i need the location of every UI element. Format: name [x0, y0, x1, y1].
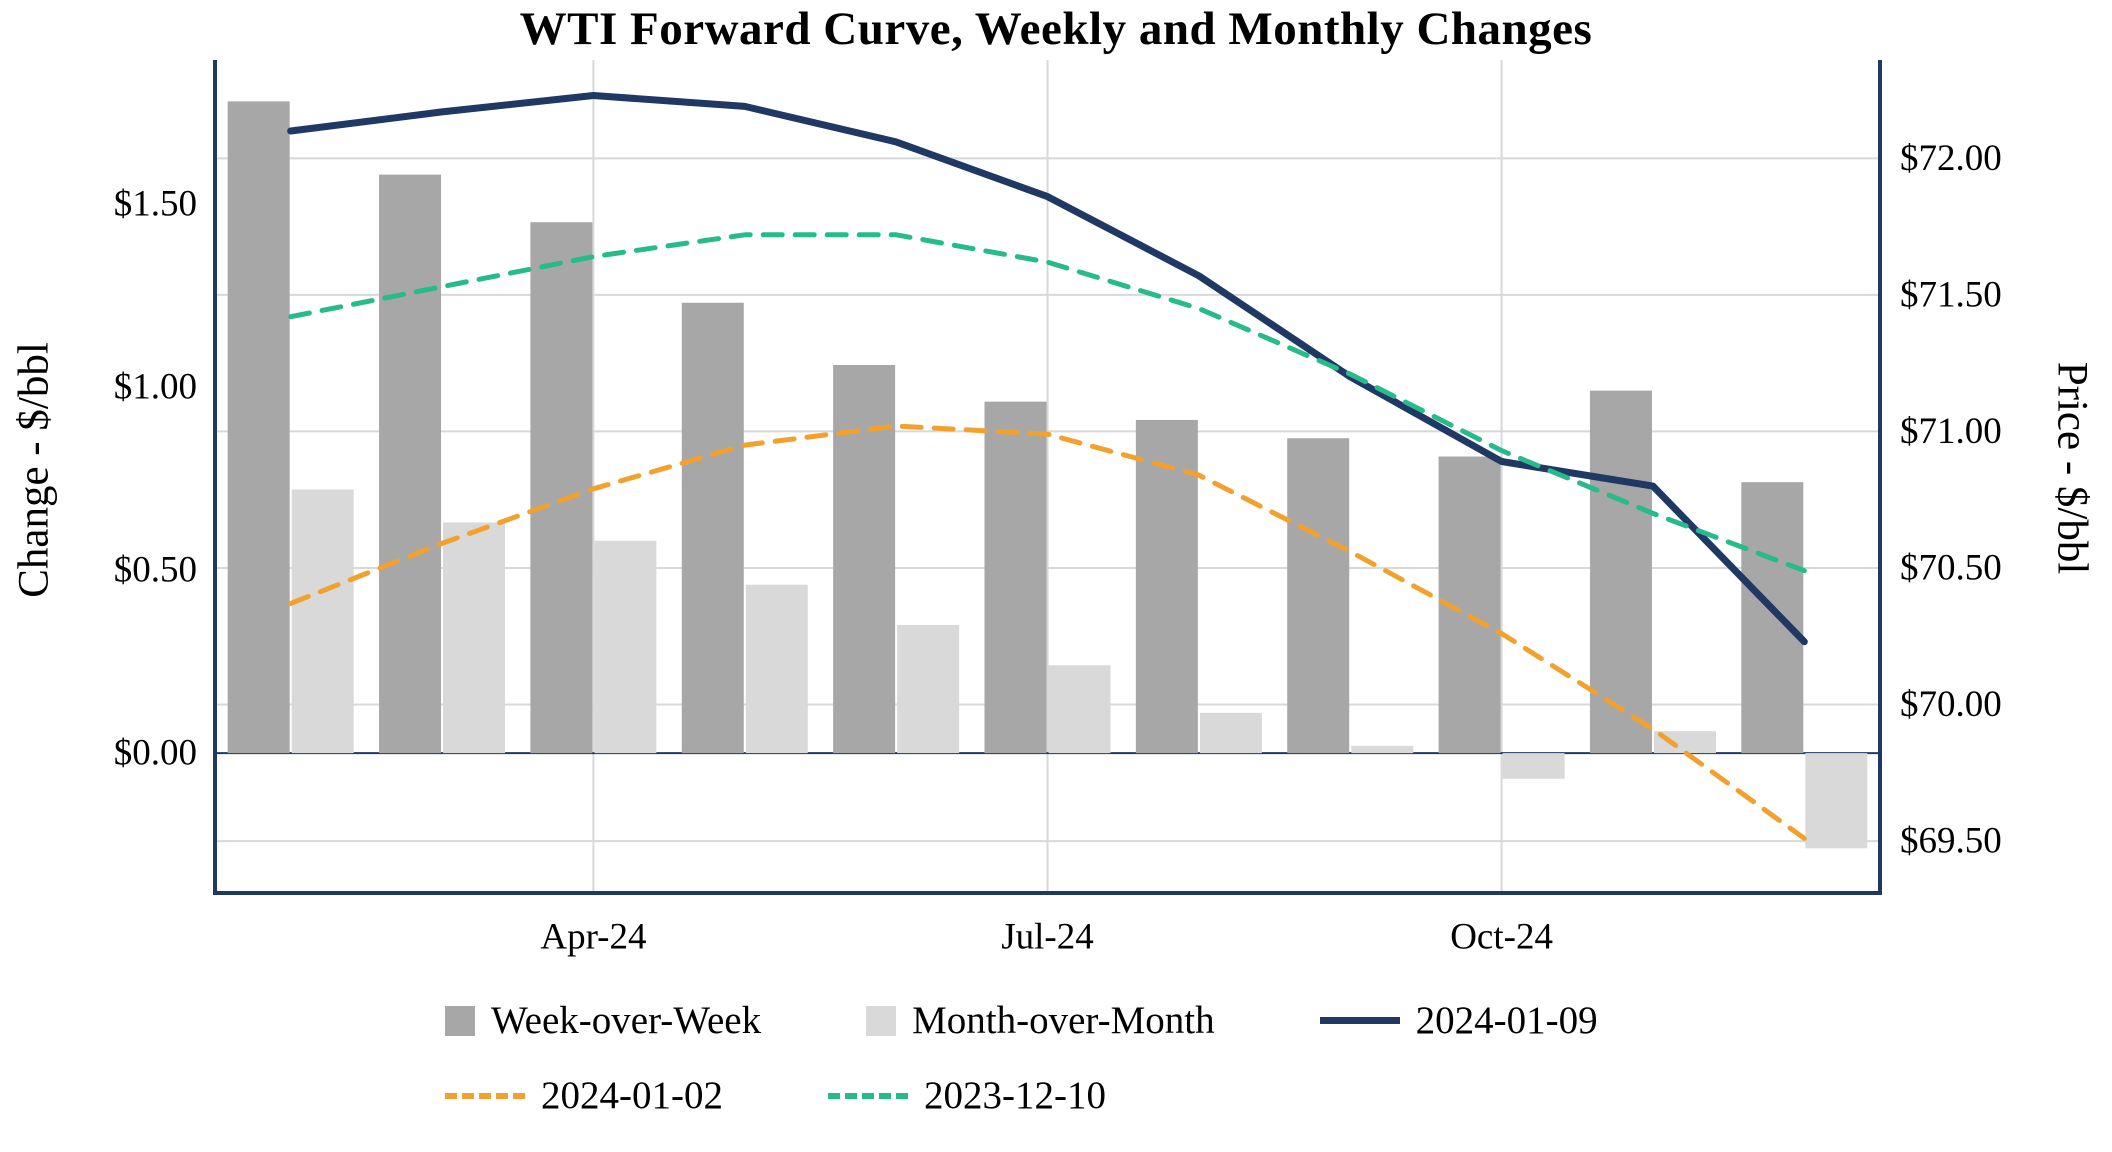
bar-month-over-month [443, 522, 506, 754]
legend-label-week-over-week: Week-over-Week [491, 999, 762, 1042]
bar-month-over-month [291, 489, 354, 754]
right-axis-tick-label: $70.00 [1900, 684, 2002, 725]
bar-month-over-month [1502, 753, 1565, 779]
legend-swatch-month-over-month [866, 1005, 897, 1036]
legend-label-month-over-month: Month-over-Month [912, 999, 1215, 1042]
right-axis-tick-label: $69.50 [1900, 821, 2002, 862]
legend-item-week-over-week: Week-over-Week [445, 998, 761, 1043]
legend-label-2023-12-10: 2023-12-10 [923, 1074, 1106, 1117]
line-2023-12-10 [288, 232, 1807, 574]
right-axis-tick-label: $71.00 [1900, 411, 2002, 452]
legend-row-1: Week-over-Week Month-over-Month 2024-01-… [445, 998, 1598, 1043]
legend-item-2023-12-10: 2023-12-10 [827, 1073, 1106, 1118]
legend-label-2024-01-09: 2024-01-09 [1415, 999, 1598, 1042]
legend-item-2024-01-02: 2024-01-02 [445, 1073, 723, 1118]
bar-month-over-month [1653, 731, 1716, 754]
bar-month-over-month [594, 540, 657, 754]
left-axis-tick-label: $1.00 [114, 366, 197, 407]
chart-plot-svg: $0.00 $0.50 $1.00 $1.50 $69.50 $70.00 $70.50 $7… [114, 60, 2002, 958]
bar-week-over-week [530, 222, 593, 754]
bar-week-over-week [1287, 438, 1350, 754]
legend-row-2: 2024-01-02 2023-12-10 [445, 1073, 1598, 1118]
bar-week-over-week [1741, 482, 1804, 754]
right-axis-tick-label: $71.50 [1900, 274, 2002, 315]
left-axis-tick-label: $1.50 [114, 183, 197, 224]
bar-week-over-week [227, 101, 290, 754]
legend-dashed-marker-2023-12-10 [827, 1092, 908, 1099]
x-axis-tick-label: Apr-24 [540, 917, 646, 958]
legend-line-marker-2024-01-09 [1319, 1017, 1400, 1024]
line-2024-01-02 [288, 423, 1807, 841]
legend-label-2024-01-02: 2024-01-02 [541, 1074, 723, 1117]
bar-week-over-week [984, 401, 1047, 754]
bar-week-over-week [379, 174, 442, 754]
legend: Week-over-Week Month-over-Month 2024-01-… [445, 998, 1598, 1118]
bar-month-over-month [1199, 712, 1262, 754]
x-axis-tick-label: Jul-24 [1001, 917, 1094, 958]
bar-month-over-month [1048, 665, 1111, 754]
right-axis-tick-label: $70.50 [1900, 547, 2002, 588]
legend-dashed-marker-2024-01-02 [445, 1092, 525, 1099]
bar-month-over-month [897, 624, 960, 754]
legend-swatch-week-over-week [445, 1005, 475, 1036]
legend-item-month-over-month: Month-over-Month [866, 998, 1215, 1043]
left-axis-tick-label: $0.50 [114, 550, 197, 591]
chart-title: WTI Forward Curve, Weekly and Monthly Ch… [519, 3, 1593, 55]
left-axis-tick-label: $0.00 [114, 733, 197, 774]
x-axis-tick-label: Oct-24 [1450, 917, 1553, 958]
bar-week-over-week [833, 365, 896, 754]
legend-item-2024-01-09: 2024-01-09 [1319, 998, 1598, 1043]
bar-week-over-week [1135, 419, 1198, 754]
bar-month-over-month [1805, 753, 1868, 849]
bar-month-over-month [745, 584, 808, 754]
bar-week-over-week [681, 302, 744, 754]
bar-month-over-month [1351, 745, 1414, 754]
bar-week-over-week [1589, 390, 1652, 754]
right-axis-tick-label: $72.00 [1900, 138, 2002, 179]
